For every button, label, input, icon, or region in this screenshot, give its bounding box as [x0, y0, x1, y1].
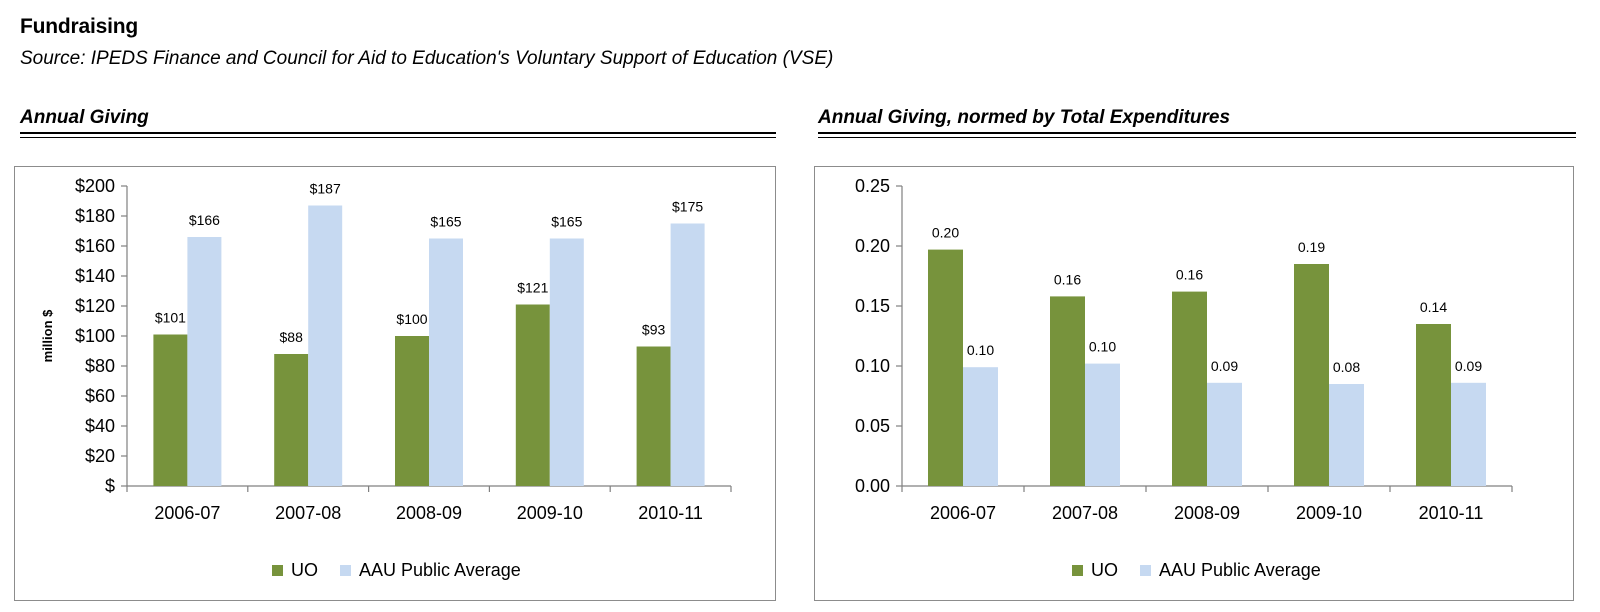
bar-uo	[395, 336, 429, 486]
x-tick-label: 2007-08	[1052, 503, 1118, 523]
x-tick-label: 2010-11	[638, 503, 703, 523]
legend-swatch-aau	[1140, 564, 1151, 576]
legend-label-aau: AAU Public Average	[359, 559, 521, 580]
data-label: $165	[430, 214, 461, 230]
data-label: $101	[155, 310, 186, 326]
data-label: $88	[280, 329, 304, 345]
legend-right: UO AAU Public Average	[1072, 558, 1343, 582]
data-label: $187	[310, 181, 341, 197]
bar-aau	[308, 205, 343, 486]
legend-item-uo: UO	[1072, 560, 1118, 581]
legend-left: UO AAU Public Average	[272, 558, 543, 582]
bar-aau	[429, 238, 463, 486]
data-label: 0.08	[1333, 359, 1360, 375]
data-label: 0.09	[1455, 358, 1482, 374]
y-tick-label: 0.05	[855, 416, 890, 436]
bar-uo	[1172, 291, 1207, 486]
data-label: $93	[642, 322, 666, 338]
bar-uo	[153, 334, 188, 486]
y-tick-label: $140	[75, 266, 115, 286]
y-tick-label: $180	[75, 206, 115, 226]
y-tick-label: $160	[75, 236, 115, 256]
chart-annual-giving-normed: 0.00 0.05 0.10 0.15 0.20 0.25 2006-07 0.20 0.10 2…	[814, 166, 1574, 601]
legend-label-uo: UO	[291, 559, 318, 580]
data-label: $121	[517, 280, 548, 296]
data-label: 0.14	[1420, 299, 1447, 315]
y-tick-label: $200	[75, 176, 115, 196]
bar-uo	[515, 304, 550, 486]
y-tick-label: $60	[85, 386, 115, 406]
bar-uo	[1294, 264, 1329, 486]
page-subtitle: Source: IPEDS Finance and Council for Ai…	[20, 48, 834, 69]
y-tick-label: $40	[85, 416, 115, 436]
legend-swatch-aau	[340, 564, 351, 576]
data-label: 0.16	[1054, 271, 1081, 287]
x-tick-label: 2008-09	[1174, 503, 1240, 523]
y-axis-title: million $	[40, 309, 55, 363]
bar-uo	[274, 354, 309, 486]
bar-uo	[636, 346, 671, 486]
bar-uo	[928, 249, 963, 486]
section-rule-left	[20, 132, 776, 138]
data-label: $175	[672, 199, 703, 215]
y-tick-label: 0.25	[855, 176, 890, 196]
bar-uo	[1416, 324, 1451, 486]
bar-aau	[549, 238, 584, 486]
y-tick-label: $	[105, 476, 115, 496]
x-tick-label: 2007-08	[275, 503, 341, 523]
section-rule-right	[818, 132, 1576, 138]
y-tick-label: 0.20	[855, 236, 890, 256]
legend-label-uo: UO	[1091, 559, 1118, 580]
bar-aau	[670, 223, 705, 486]
data-label: 0.10	[967, 342, 994, 358]
data-label: 0.16	[1176, 267, 1203, 283]
y-tick-label: 0.15	[855, 296, 890, 316]
y-tick-label: $100	[75, 326, 115, 346]
x-tick-label: 2008-09	[396, 503, 462, 523]
y-tick-label: $120	[75, 296, 115, 316]
legend-item-aau: AAU Public Average	[1140, 560, 1321, 581]
bar-aau	[1451, 382, 1486, 486]
data-label: 0.20	[932, 225, 959, 241]
data-label: $100	[396, 311, 427, 327]
x-tick-label: 2006-07	[930, 503, 996, 523]
legend-swatch-uo	[1072, 564, 1083, 576]
bar-uo	[1050, 296, 1085, 486]
y-tick-label: $20	[85, 446, 115, 466]
y-tick-label: 0.00	[855, 476, 890, 496]
x-tick-label: 2010-11	[1419, 503, 1484, 523]
y-tick-label: 0.10	[855, 356, 890, 376]
chart-svg: 0.00 0.05 0.10 0.15 0.20 0.25 2006-07 0.20 0.10 2…	[855, 176, 1513, 523]
legend-label-aau: AAU Public Average	[1159, 559, 1321, 580]
chart-title-annual-giving: Annual Giving	[20, 107, 149, 128]
chart-title-annual-giving-normed: Annual Giving, normed by Total Expenditu…	[818, 107, 1231, 128]
data-label: 0.09	[1211, 358, 1238, 374]
bar-aau	[1329, 384, 1364, 486]
y-tick-label: $80	[85, 356, 115, 376]
x-tick-label: 2009-10	[517, 503, 583, 523]
chart-svg: $ $20 $40 $60 $80 $100 $120 $140 $160 $180 $200 mil…	[40, 176, 732, 523]
bar-aau	[963, 367, 998, 486]
chart-annual-giving: $ $20 $40 $60 $80 $100 $120 $140 $160 $180 $200 mil…	[14, 166, 776, 601]
bar-aau	[1085, 363, 1120, 486]
bar-aau	[1207, 382, 1242, 486]
x-tick-label: 2006-07	[154, 503, 220, 523]
legend-item-aau: AAU Public Average	[340, 560, 521, 581]
legend-swatch-uo	[272, 564, 283, 576]
data-label: $165	[551, 214, 582, 230]
data-label: 0.10	[1089, 339, 1116, 355]
data-label: $166	[189, 212, 220, 228]
data-label: 0.19	[1298, 239, 1325, 255]
page-title: Fundraising	[20, 15, 138, 38]
x-tick-label: 2009-10	[1296, 503, 1362, 523]
legend-item-uo: UO	[272, 560, 318, 581]
bar-aau	[187, 237, 222, 486]
